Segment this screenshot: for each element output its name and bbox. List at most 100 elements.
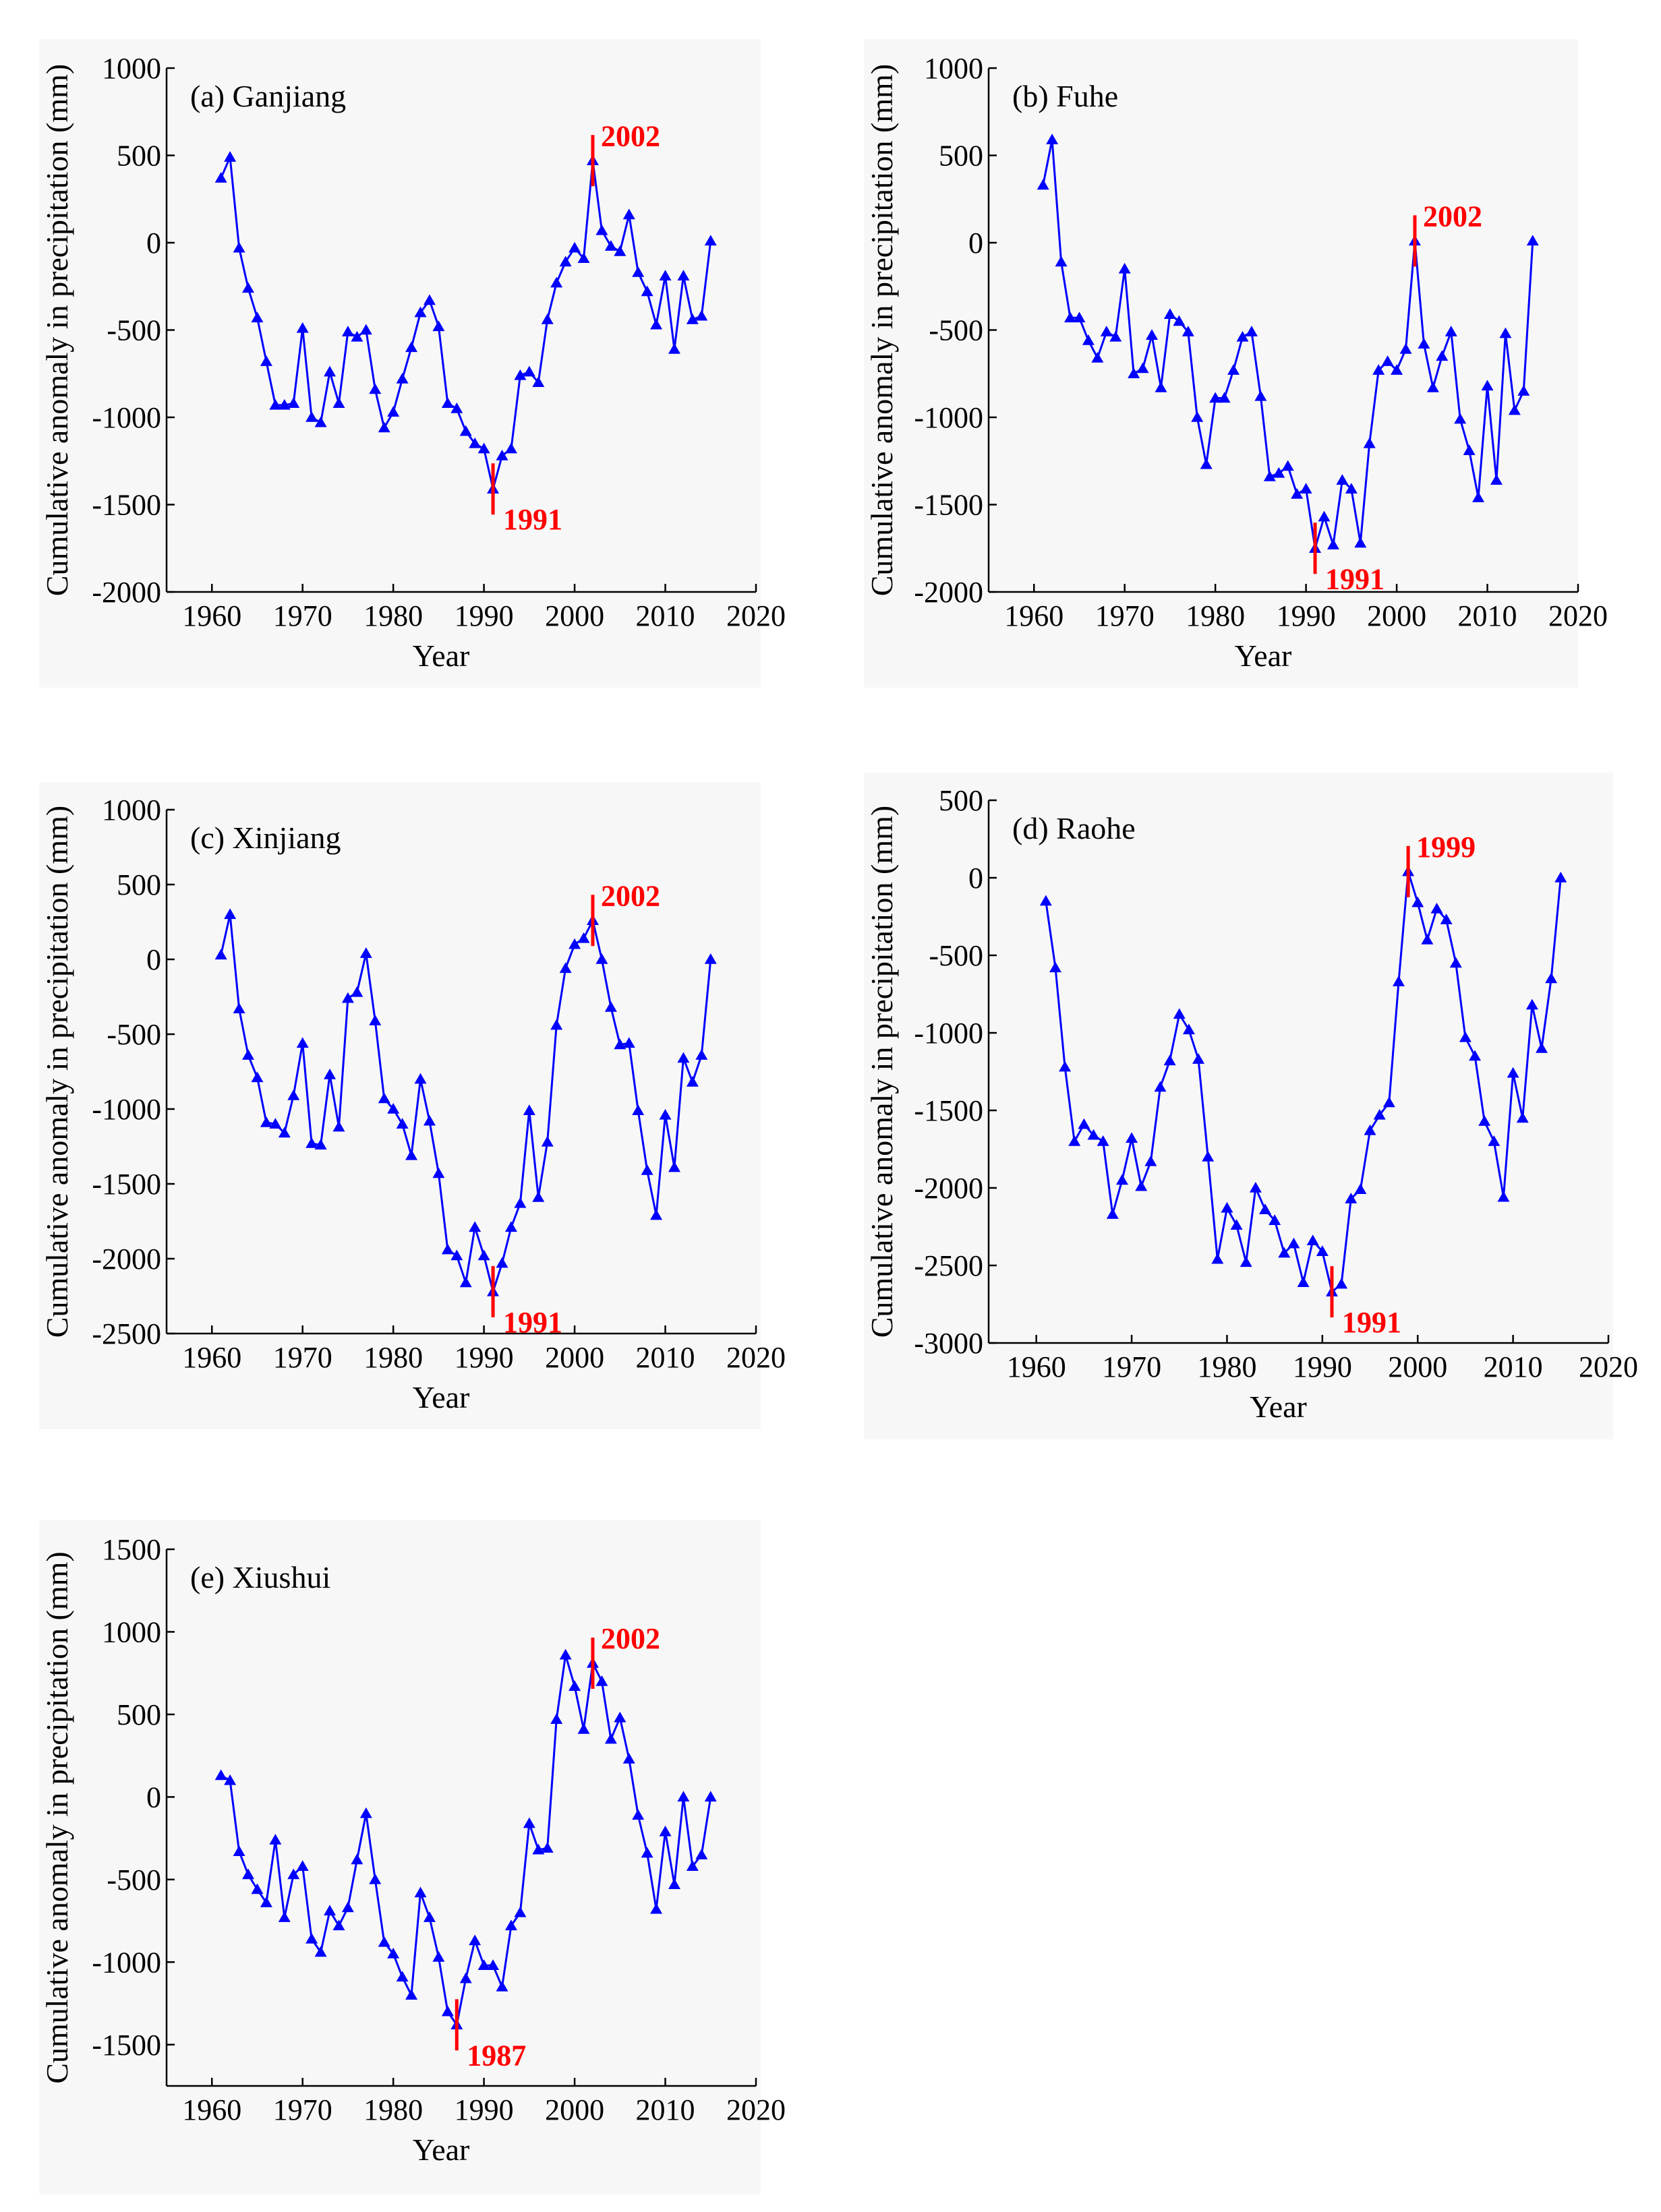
data-point-marker [251,1883,264,1894]
y-axis-title: Cumulative anomaly in precipitation (mm) [865,806,899,1338]
data-point-marker [1269,1214,1281,1226]
data-point-marker [1436,350,1449,361]
change-point-label: 1987 [467,2039,526,2072]
x-tick-label: 1960 [1004,599,1063,632]
y-tick-label: -500 [107,1018,161,1051]
data-point-marker [604,1001,617,1012]
data-point-marker [1049,961,1061,973]
x-tick-label: 2020 [726,599,786,632]
data-point-marker [1335,1278,1348,1289]
data-point-marker [296,1860,309,1872]
data-point-marker [523,365,535,377]
y-tick-label: -1000 [914,401,983,434]
data-point-marker [233,241,245,253]
data-point-marker [514,1906,527,1917]
x-tick-label: 2020 [726,1341,786,1374]
data-point-marker [641,285,653,297]
data-point-marker [1259,1203,1272,1214]
data-point-marker [242,1868,255,1880]
panel-title: (a) Ganjiang [190,79,346,113]
data-point-marker [396,1118,409,1129]
data-point-marker [559,256,572,267]
data-point-marker [622,208,635,220]
y-tick-label: 1000 [102,1615,161,1648]
x-tick-label: 1990 [1293,1350,1352,1383]
data-point-marker [305,411,318,422]
data-point-marker [1055,256,1068,267]
data-point-marker [1421,934,1434,945]
data-point-marker [686,313,699,324]
data-point-marker [1499,327,1512,338]
data-point-marker [1316,1245,1329,1257]
data-point-marker [1126,1132,1138,1143]
data-point-marker [1135,1180,1148,1191]
data-point-marker [296,1037,309,1048]
data-point-marker [1345,1193,1358,1203]
data-point-marker [550,1713,563,1725]
change-point-label: 2002 [601,1622,660,1655]
data-point-marker [668,1161,680,1172]
data-point-marker [695,1849,708,1859]
data-point-marker [504,442,517,454]
data-point-marker [1068,1135,1081,1146]
data-point-marker [378,421,390,433]
y-tick-label: 500 [117,868,161,901]
y-tick-label: 500 [939,140,983,173]
data-point-marker [269,1118,282,1129]
x-tick-label: 1960 [182,599,241,632]
data-point-marker [469,1221,482,1232]
data-point-marker [1490,474,1503,485]
data-point-marker [224,151,237,162]
data-point-marker [541,1842,554,1853]
x-tick-label: 1980 [363,599,423,632]
data-point-marker [659,270,672,280]
data-point-marker [704,953,717,964]
data-point-marker [604,240,617,251]
data-point-marker [269,1834,282,1845]
data-point-marker [1454,413,1467,424]
y-tick-label: -1500 [914,489,983,522]
data-point-marker [641,1847,653,1858]
data-point-marker [1209,392,1222,403]
data-point-marker [1254,390,1267,401]
data-point-marker [432,320,445,332]
data-point-marker [214,1769,227,1781]
y-tick-label: -500 [929,939,983,972]
chart-panel-d: 1960 1970 1980 1990 2000 2010 2020 -3000 -2500 -2… [864,773,1638,1439]
data-point-marker [523,1104,535,1115]
data-point-marker [1173,1008,1186,1019]
y-tick-label: -1500 [92,2029,161,2062]
data-point-marker [459,1972,472,1983]
data-point-marker [1411,896,1424,907]
x-tick-label: 1980 [1186,599,1245,632]
x-tick-label: 2000 [545,2093,604,2126]
data-point-marker [668,342,680,354]
data-point-marker [1249,1182,1262,1193]
panel-title: (c) Xinjiang [190,820,341,855]
x-tick-label: 1980 [363,2093,423,2126]
data-point-marker [1481,380,1494,391]
data-point-marker [477,442,490,454]
data-point-marker [523,1817,535,1828]
data-point-marker [1381,355,1394,366]
y-tick-label: -1000 [92,1946,161,1979]
data-point-marker [559,1648,572,1660]
data-point-marker [405,1149,418,1160]
data-point-marker [1230,1219,1243,1230]
data-point-marker [1345,483,1358,494]
data-point-marker [614,1711,626,1723]
data-point-marker [1525,998,1538,1010]
data-point-marker [314,1946,327,1957]
data-point-marker [595,1675,608,1686]
data-point-marker [1287,1237,1300,1249]
y-tick-label: -500 [929,314,983,347]
data-point-marker [686,1860,699,1872]
y-tick-label: -1500 [92,489,161,522]
data-point-marker [441,397,454,409]
y-tick-label: 500 [117,140,161,173]
data-point-marker [569,241,581,253]
data-point-marker [1418,338,1430,349]
change-point-label: 2002 [601,879,660,912]
data-point-marker [1236,330,1249,342]
data-point-marker [1263,471,1276,481]
